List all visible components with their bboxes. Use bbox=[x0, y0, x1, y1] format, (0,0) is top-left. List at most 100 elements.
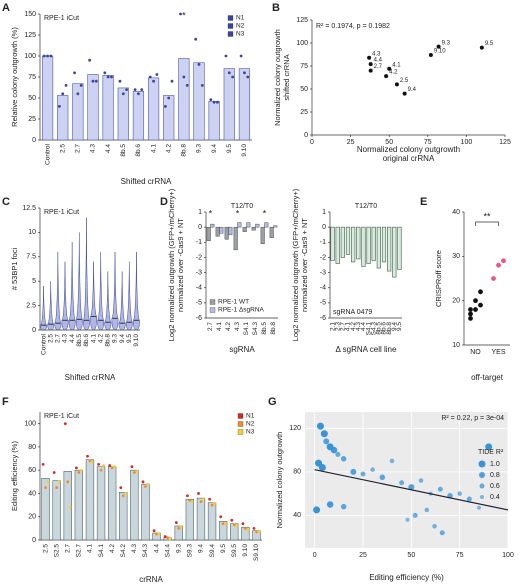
data-point bbox=[103, 71, 107, 75]
x-axis-label: original crRNA bbox=[383, 154, 435, 163]
data-point bbox=[168, 537, 172, 541]
x-tick-label: 4.3 bbox=[90, 144, 97, 153]
data-point bbox=[318, 463, 326, 471]
y-tick-label: 120 bbox=[289, 425, 301, 432]
x-tick-label: S9.5 bbox=[231, 544, 238, 558]
data-point bbox=[140, 88, 144, 91]
x-tick-label: 4.4 bbox=[105, 144, 112, 153]
y-axis-label: # 53BP1 foci bbox=[10, 247, 19, 290]
bar bbox=[57, 95, 69, 141]
data-point bbox=[387, 66, 392, 71]
bar bbox=[381, 226, 387, 263]
x-tick-label: S4.3 bbox=[252, 322, 259, 336]
bar bbox=[119, 491, 128, 541]
data-point bbox=[257, 530, 261, 534]
data-point bbox=[97, 462, 101, 466]
bar bbox=[41, 55, 54, 141]
data-point bbox=[73, 71, 76, 75]
x-tick-label: S4.1 bbox=[365, 322, 372, 336]
bar bbox=[260, 226, 265, 244]
data-point bbox=[167, 96, 171, 100]
x-tick-label: 50 bbox=[407, 552, 415, 559]
y-axis-label: CRISPRoff score bbox=[434, 250, 443, 307]
y-tick-label: 50 bbox=[28, 95, 36, 102]
y-tick-label: 0 bbox=[198, 224, 202, 231]
data-point bbox=[496, 262, 501, 268]
data-point bbox=[212, 100, 216, 104]
data-point bbox=[230, 518, 234, 522]
bar bbox=[206, 226, 211, 241]
legend-label: 0.6 bbox=[490, 483, 500, 490]
data-point bbox=[473, 307, 478, 312]
bar bbox=[255, 223, 260, 228]
x-tick-label: 8b.8 bbox=[105, 334, 112, 347]
y-tick-label: 125 bbox=[24, 32, 36, 39]
bar bbox=[85, 459, 95, 541]
y-tick-label: -2 bbox=[320, 254, 326, 261]
bar bbox=[264, 222, 269, 228]
data-point bbox=[179, 525, 183, 529]
bar bbox=[87, 74, 99, 141]
x-tick-label: 75 bbox=[424, 139, 432, 146]
data-point bbox=[227, 71, 231, 75]
x-tick-label: 9.10 bbox=[133, 334, 140, 347]
legend-label: N2 bbox=[236, 23, 245, 30]
data-point bbox=[239, 54, 243, 58]
x-tick-label: NO bbox=[470, 349, 481, 356]
legend-label: 0.4 bbox=[490, 494, 500, 501]
x-tick-label: 125 bbox=[499, 139, 511, 146]
chart-title: RPE-1 iCut bbox=[44, 15, 79, 22]
legend-swatch bbox=[479, 483, 485, 489]
legend-label: N3 bbox=[236, 31, 245, 38]
violin bbox=[111, 251, 119, 331]
data-point bbox=[75, 466, 78, 470]
y-tick-label: 0 bbox=[32, 327, 36, 334]
legend-label: 1.0 bbox=[490, 461, 500, 468]
bar bbox=[376, 226, 381, 269]
data-point bbox=[194, 37, 198, 41]
x-tick-label: 4.1 bbox=[90, 334, 97, 343]
data-point bbox=[88, 58, 92, 62]
y-tick-label: 100 bbox=[296, 40, 308, 47]
data-point bbox=[188, 499, 192, 502]
data-point bbox=[216, 100, 219, 104]
data-point bbox=[478, 289, 483, 295]
x-tick-label: 8b.5 bbox=[376, 322, 383, 335]
significance: * bbox=[236, 208, 240, 218]
x-tick-label: 8b.5 bbox=[76, 334, 83, 347]
significance: * bbox=[263, 208, 267, 218]
chart-title: T12/T0 bbox=[231, 203, 253, 210]
x-axis-label: Normalized colony outgrowth bbox=[357, 145, 460, 154]
y-tick-label: -6 bbox=[320, 315, 326, 322]
bar bbox=[207, 502, 217, 541]
point-label: 4.2 bbox=[389, 70, 398, 76]
panel-letter: B bbox=[272, 2, 280, 14]
bar bbox=[351, 226, 356, 263]
x-tick-label: S4.3 bbox=[370, 322, 377, 336]
annotation: R² = 0.1974, p = 0.1982 bbox=[316, 23, 390, 30]
data-point bbox=[121, 92, 125, 96]
bar bbox=[242, 226, 247, 232]
data-point bbox=[340, 456, 347, 462]
data-point bbox=[437, 486, 443, 492]
y-tick-label: 2.5 bbox=[26, 302, 36, 309]
y-tick-label: 125 bbox=[296, 17, 308, 24]
data-point bbox=[405, 517, 410, 522]
data-point bbox=[367, 55, 372, 60]
y-tick-label: -2 bbox=[196, 254, 202, 261]
point-label: 2.5 bbox=[400, 78, 409, 84]
x-tick-label: 4.2 bbox=[225, 322, 232, 331]
bar bbox=[52, 480, 61, 541]
x-tick-label: 9.5 bbox=[226, 144, 233, 153]
x-tick-label: 8b.6 bbox=[135, 144, 142, 157]
x-tick-label: 9.4 bbox=[391, 322, 398, 331]
x-axis-label: Shifted crRNA bbox=[65, 373, 116, 382]
data-point bbox=[399, 480, 405, 486]
y-tick-label: 0 bbox=[322, 224, 326, 231]
data-point bbox=[477, 505, 481, 510]
data-point bbox=[68, 506, 72, 509]
data-point bbox=[174, 521, 178, 524]
point-label: 2.7 bbox=[374, 64, 383, 70]
data-point bbox=[224, 522, 227, 526]
data-point bbox=[121, 494, 125, 498]
